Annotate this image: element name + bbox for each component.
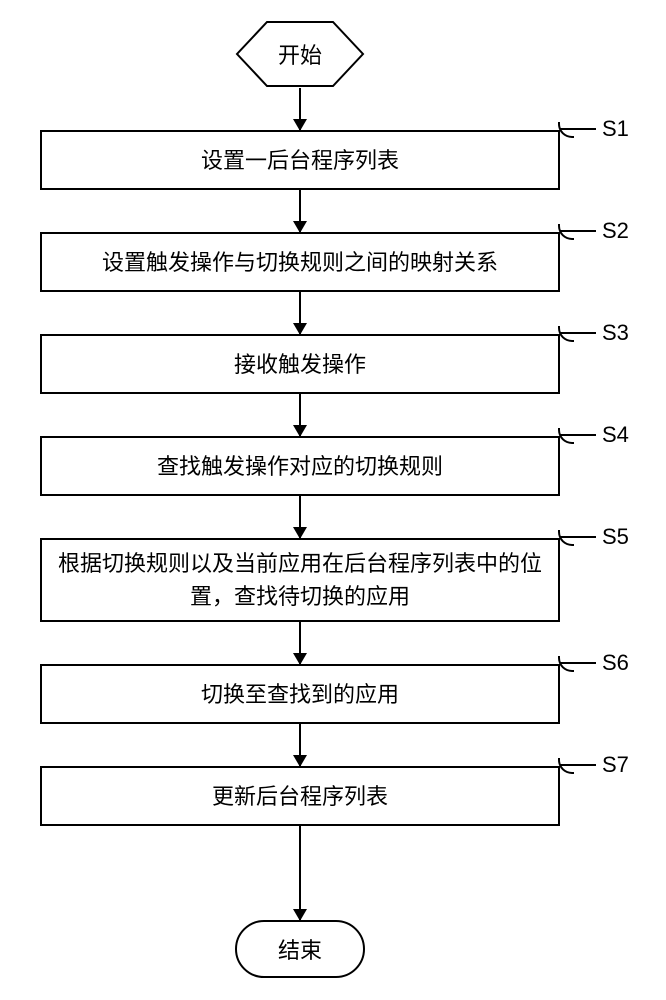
label-connector xyxy=(560,662,596,664)
step-box-s5: 根据切换规则以及当前应用在后台程序列表中的位置，查找待切换的应用 xyxy=(40,538,560,622)
step-label-s3: S3 xyxy=(602,320,629,346)
step-label-s1: S1 xyxy=(602,116,629,142)
label-connector xyxy=(560,434,596,436)
label-connector xyxy=(560,764,596,766)
flow-arrow xyxy=(299,88,301,130)
step-box-s7: 更新后台程序列表 xyxy=(40,766,560,826)
step-label-s2: S2 xyxy=(602,218,629,244)
step-box-s6: 切换至查找到的应用 xyxy=(40,664,560,724)
flow-arrow xyxy=(299,496,301,538)
flow-arrow xyxy=(299,724,301,766)
step-label-s4: S4 xyxy=(602,422,629,448)
end-node: 结束 xyxy=(235,920,365,978)
flow-arrow xyxy=(299,190,301,232)
label-connector xyxy=(560,230,596,232)
step-label-s5: S5 xyxy=(602,524,629,550)
step-box-s2: 设置触发操作与切换规则之间的映射关系 xyxy=(40,232,560,292)
start-label: 开始 xyxy=(235,20,365,88)
step-label-s6: S6 xyxy=(602,650,629,676)
step-box-s1: 设置一后台程序列表 xyxy=(40,130,560,190)
label-connector xyxy=(560,536,596,538)
step-box-s4: 查找触发操作对应的切换规则 xyxy=(40,436,560,496)
label-connector xyxy=(560,332,596,334)
step-label-s7: S7 xyxy=(602,752,629,778)
step-box-s3: 接收触发操作 xyxy=(40,334,560,394)
label-connector xyxy=(560,128,596,130)
flow-arrow xyxy=(299,826,301,920)
start-node: 开始 xyxy=(235,20,365,88)
flow-arrow xyxy=(299,292,301,334)
flow-arrow xyxy=(299,622,301,664)
flow-arrow xyxy=(299,394,301,436)
